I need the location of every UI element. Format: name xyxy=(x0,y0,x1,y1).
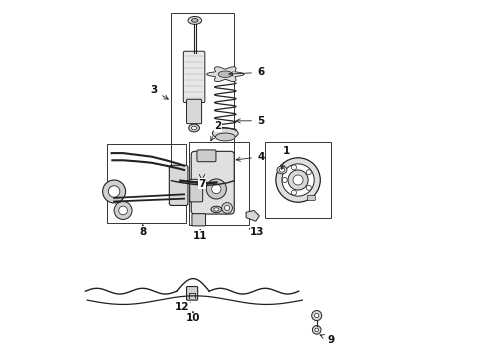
Ellipse shape xyxy=(192,19,198,22)
Text: 3: 3 xyxy=(150,85,168,99)
FancyBboxPatch shape xyxy=(192,214,205,226)
Ellipse shape xyxy=(211,206,221,213)
Circle shape xyxy=(306,185,311,190)
Text: 11: 11 xyxy=(193,230,207,240)
Circle shape xyxy=(315,328,318,332)
Bar xyxy=(172,13,234,180)
Ellipse shape xyxy=(277,166,287,174)
Text: 6: 6 xyxy=(229,67,265,77)
Text: 2: 2 xyxy=(211,121,222,141)
Circle shape xyxy=(221,203,232,213)
Polygon shape xyxy=(218,71,232,77)
Circle shape xyxy=(282,177,287,183)
Ellipse shape xyxy=(216,133,235,141)
Circle shape xyxy=(306,170,311,175)
Ellipse shape xyxy=(212,128,238,139)
Circle shape xyxy=(114,202,132,220)
Ellipse shape xyxy=(192,126,196,130)
FancyBboxPatch shape xyxy=(170,165,188,206)
Bar xyxy=(190,142,248,225)
Circle shape xyxy=(282,164,314,196)
Text: 7: 7 xyxy=(196,179,206,189)
Ellipse shape xyxy=(214,208,219,211)
Text: 10: 10 xyxy=(186,312,200,323)
Text: 5: 5 xyxy=(236,116,265,126)
Circle shape xyxy=(102,180,125,203)
FancyBboxPatch shape xyxy=(187,99,201,124)
Polygon shape xyxy=(246,211,259,221)
FancyBboxPatch shape xyxy=(197,150,216,162)
Circle shape xyxy=(206,179,226,199)
FancyBboxPatch shape xyxy=(190,179,203,202)
Circle shape xyxy=(312,311,322,320)
Bar xyxy=(107,144,186,223)
Bar xyxy=(265,142,331,218)
Circle shape xyxy=(288,170,308,190)
Ellipse shape xyxy=(279,168,285,172)
Circle shape xyxy=(108,186,120,197)
Circle shape xyxy=(293,175,303,185)
Text: 9: 9 xyxy=(320,334,335,345)
Circle shape xyxy=(292,165,296,170)
Text: 1: 1 xyxy=(281,146,290,169)
Circle shape xyxy=(313,325,321,334)
Text: 13: 13 xyxy=(249,227,265,237)
Circle shape xyxy=(119,206,127,215)
Text: 4: 4 xyxy=(236,152,265,162)
FancyBboxPatch shape xyxy=(307,195,315,201)
Circle shape xyxy=(276,158,320,202)
Ellipse shape xyxy=(189,124,199,132)
Text: 8: 8 xyxy=(139,225,147,237)
Ellipse shape xyxy=(179,168,182,171)
Circle shape xyxy=(292,190,296,195)
Ellipse shape xyxy=(176,166,184,172)
Circle shape xyxy=(315,314,319,318)
Polygon shape xyxy=(207,67,244,82)
FancyBboxPatch shape xyxy=(187,287,197,300)
Circle shape xyxy=(224,206,230,211)
FancyBboxPatch shape xyxy=(191,151,234,214)
FancyBboxPatch shape xyxy=(183,51,205,103)
Circle shape xyxy=(212,184,221,194)
Text: 12: 12 xyxy=(175,302,190,312)
Ellipse shape xyxy=(188,17,201,24)
